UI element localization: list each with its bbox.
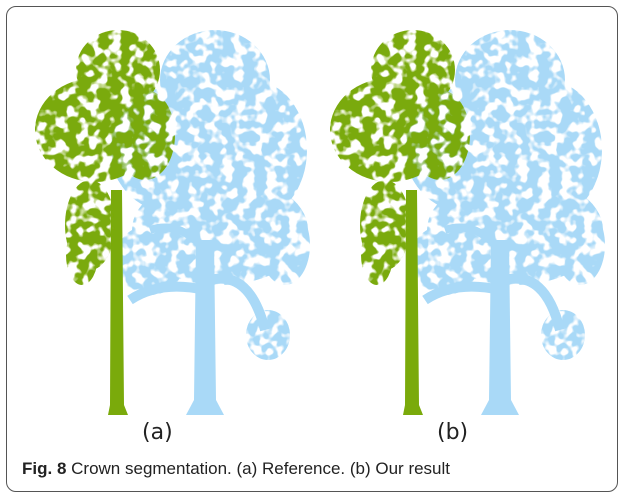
panel-label: (b)	[437, 420, 469, 445]
figure-frame	[6, 6, 618, 492]
caption: Fig. 8 Crown segmentation. (a) Reference…	[22, 459, 450, 479]
tree-reference	[35, 30, 310, 415]
panel-label: (a)	[142, 420, 173, 445]
tree-result	[330, 30, 605, 415]
caption-text: Crown segmentation. (a) Reference. (b) O…	[71, 459, 451, 478]
caption-number: Fig. 8	[22, 459, 67, 478]
